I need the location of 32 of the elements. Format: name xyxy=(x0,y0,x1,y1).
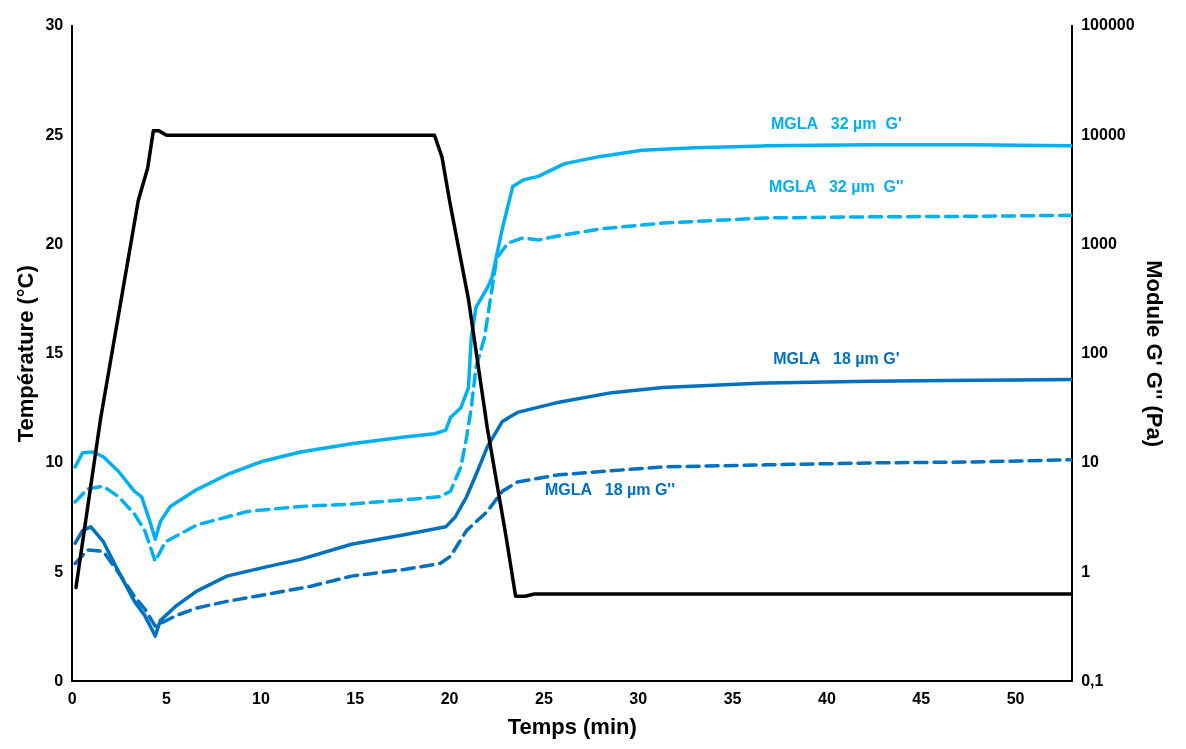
y-tick-label: 25 xyxy=(45,125,64,143)
y2-tick-label: 1000 xyxy=(1081,234,1117,252)
x-tick-label: 10 xyxy=(251,690,270,708)
x-tick-label: 45 xyxy=(912,690,931,708)
x-tick-label: 30 xyxy=(629,690,648,708)
y2-tick-label: 1 xyxy=(1081,562,1091,580)
x-tick-label: 40 xyxy=(818,690,836,708)
series-label: MGLA 32 µm G'' xyxy=(769,177,904,195)
y-axis-title: Température (°C) xyxy=(13,265,39,443)
y2-tick-label: 10 xyxy=(1081,453,1100,471)
y-tick-label: 5 xyxy=(54,562,64,580)
y-tick-label: 15 xyxy=(45,344,64,362)
x-tick-label: 25 xyxy=(535,690,553,708)
y2-tick-label: 100 xyxy=(1081,344,1109,362)
series-label: MGLA 32 µm G' xyxy=(771,115,902,133)
x-tick-label: 15 xyxy=(346,690,365,708)
y-tick-label: 30 xyxy=(45,16,64,34)
series-label: MGLA 18 µm G'' xyxy=(544,481,675,499)
x-tick-label: 5 xyxy=(162,690,172,708)
y2-axis-title: Module G' G'' (Pa) xyxy=(1141,260,1167,448)
x-tick-label: 35 xyxy=(723,690,742,708)
x-tick-label: 20 xyxy=(440,690,459,708)
x-tick-label: 0 xyxy=(67,690,77,708)
y2-tick-label: 100000 xyxy=(1081,16,1135,34)
y2-tick-label: 0,1 xyxy=(1081,671,1104,689)
x-tick-label: 50 xyxy=(1006,690,1025,708)
y-tick-label: 10 xyxy=(45,453,64,471)
series-label: MGLA 18 µm G' xyxy=(773,350,900,368)
y2-tick-label: 10000 xyxy=(1081,125,1126,143)
y-tick-label: 0 xyxy=(54,671,64,689)
x-axis-title: Temps (min) xyxy=(507,713,637,739)
y-tick-label: 20 xyxy=(45,234,64,252)
